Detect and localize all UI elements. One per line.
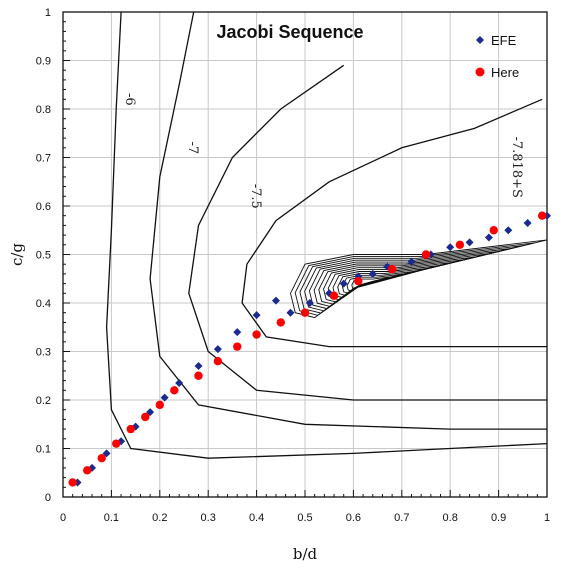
legend-label: EFE	[491, 33, 517, 48]
efe-point	[368, 269, 377, 278]
y-tick-label: 0	[45, 492, 51, 504]
efe-point	[523, 218, 532, 227]
legend-marker-here	[475, 67, 485, 77]
x-tick-label: 0.2	[152, 512, 167, 524]
here-point	[112, 439, 121, 448]
efe-point	[305, 299, 314, 307]
here-point	[300, 308, 310, 317]
efe-point	[446, 243, 455, 252]
x-tick-label: 0.4	[249, 512, 264, 524]
efe-point	[252, 311, 261, 320]
here-point	[421, 250, 431, 259]
data-marks	[68, 211, 551, 487]
contour-label: -6	[122, 93, 137, 106]
y-axis-label: c/g	[8, 243, 26, 266]
x-tick-label: 0.3	[201, 512, 216, 524]
efe-point	[504, 226, 513, 235]
here-point	[252, 330, 261, 339]
y-tick-label: 0.5	[36, 250, 51, 262]
here-point	[329, 291, 339, 300]
here-point	[126, 424, 135, 434]
y-tick-label: 0.1	[36, 444, 51, 456]
efe-point	[160, 393, 169, 402]
x-tick-label: 1	[544, 512, 550, 524]
here-point	[141, 412, 150, 422]
contour-lines	[105, 11, 548, 459]
y-tick-label: 0.9	[36, 56, 51, 68]
x-tick-label: 0.9	[491, 512, 506, 524]
tick-labels: 0 0.1 0.2 0.3 0.4 0.5 0.6 0.7 0.8 0.9 1 0 0.1 0.2 0.3 0…	[36, 7, 550, 524]
here-point	[387, 264, 397, 274]
here-point	[97, 454, 106, 463]
efe-point	[465, 238, 474, 247]
contour-line	[241, 98, 547, 348]
here-point	[354, 276, 363, 286]
contour-line	[149, 11, 547, 430]
here-point	[155, 400, 164, 410]
contour-label: -7.818+S	[509, 136, 524, 197]
efe-point	[286, 308, 295, 317]
x-tick-label: 0	[60, 512, 66, 524]
efe-point	[233, 328, 242, 337]
x-tick-label: 0.6	[346, 512, 361, 524]
chart-title: Jacobi Sequence	[216, 22, 363, 42]
here-point	[68, 478, 77, 487]
y-tick-label: 1	[45, 7, 51, 19]
contour-line	[105, 11, 548, 459]
here-point	[489, 226, 498, 235]
here-point	[537, 211, 547, 220]
here-point	[455, 240, 465, 249]
here-point	[170, 386, 179, 395]
here-point	[213, 357, 223, 366]
y-tick-label: 0.6	[36, 201, 51, 213]
efe-point	[339, 279, 348, 288]
here-point	[233, 342, 242, 351]
contour-labels: -6 -7 -7.5 -7.818+S	[122, 93, 524, 209]
y-tick-label: 0.7	[36, 153, 51, 165]
efe-point	[213, 345, 222, 354]
x-tick-label: 0.7	[394, 512, 409, 524]
contour-label: -7.5	[248, 184, 263, 209]
efe-point	[484, 233, 493, 242]
efe-point	[271, 296, 280, 305]
x-tick-label: 0.8	[443, 512, 458, 524]
y-tick-label: 0.8	[36, 104, 51, 116]
x-axis-label: b/d	[293, 545, 318, 563]
efe-point	[407, 257, 416, 266]
legend-marker-efe	[476, 36, 484, 44]
y-tick-label: 0.3	[36, 347, 51, 359]
legend-label: Here	[491, 65, 519, 80]
legend: EFE Here	[475, 33, 519, 80]
here-point	[276, 318, 285, 327]
x-tick-label: 0.1	[104, 512, 119, 524]
x-tick-label: 0.5	[297, 512, 312, 524]
y-tick-label: 0.2	[36, 395, 51, 407]
y-tick-label: 0.4	[36, 298, 51, 310]
contour-label: -7	[185, 141, 200, 154]
axes	[62, 11, 548, 498]
here-point	[83, 466, 92, 475]
contour-line	[188, 64, 547, 401]
here-point	[194, 371, 203, 380]
efe-point	[194, 362, 203, 371]
efe-point	[175, 379, 184, 388]
